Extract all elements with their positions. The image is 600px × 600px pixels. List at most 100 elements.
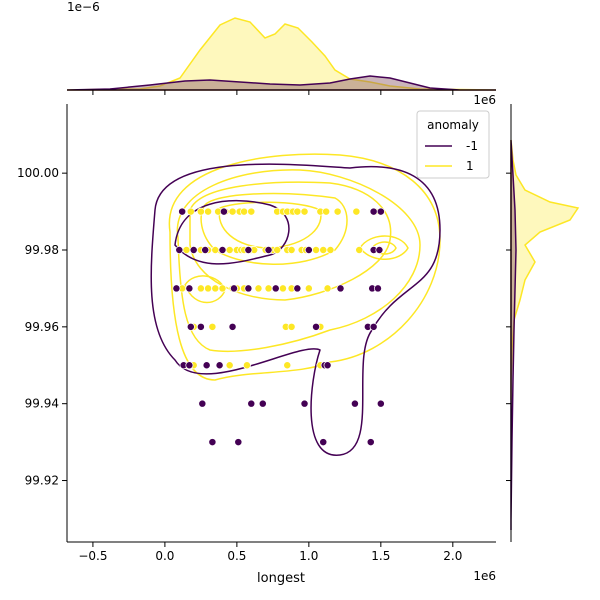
- scatter-point: [319, 438, 328, 447]
- scatter-point: [312, 246, 321, 254]
- scatter-point: [228, 322, 237, 331]
- scatter-point: [196, 284, 205, 293]
- scatter-point: [219, 207, 228, 216]
- scatter-point: [175, 246, 184, 254]
- scatter-point: [230, 284, 238, 293]
- scatter-point: [201, 246, 210, 254]
- scatter-point: [319, 246, 328, 254]
- x-axis-offset-label: 1e6: [473, 569, 496, 583]
- x-tick-label: 1.5: [371, 549, 390, 563]
- scatter-point: [326, 246, 335, 254]
- scatter-point: [172, 284, 181, 293]
- scatter-point: [244, 246, 253, 254]
- kde-contour-1-right-lobe: [359, 235, 409, 260]
- top-marginal-density-anomaly-1: [66, 17, 497, 91]
- right-marginal-plot: [510, 104, 580, 542]
- top-marginal-offset-label: 1e−6: [67, 0, 100, 14]
- legend-title: anomaly: [427, 118, 479, 132]
- scatter-point: [189, 246, 198, 254]
- x-tick-label: 1.0: [299, 549, 318, 563]
- scatter-point: [312, 322, 321, 331]
- scatter-point: [336, 284, 345, 293]
- scatter-point: [369, 322, 378, 331]
- scatter-point: [374, 284, 382, 293]
- scatter-point: [293, 284, 302, 293]
- kde-contours-anomaly-1: [168, 153, 441, 381]
- scatter-point: [240, 207, 249, 216]
- kde-contours-anomaly-neg1: [150, 163, 441, 456]
- x-tick-label: 2.0: [443, 549, 462, 563]
- x-tick-label: 0.0: [155, 549, 174, 563]
- scatter-point: [293, 207, 302, 216]
- scatter-point: [204, 284, 213, 293]
- y-tick-label: 99.94: [25, 397, 59, 411]
- kde-contour-1-level5: [218, 201, 322, 249]
- scatter-point: [350, 399, 359, 408]
- scatter-point: [228, 207, 237, 216]
- top-marginal-plot: 1e−6: [66, 0, 497, 91]
- scatter-point: [186, 207, 195, 216]
- scatter-point: [202, 361, 211, 370]
- scatter-point: [196, 322, 205, 331]
- scatter-point: [287, 246, 296, 254]
- scatter-point: [218, 246, 227, 254]
- scatter-point: [204, 207, 213, 216]
- y-tick-label: 99.92: [25, 474, 59, 488]
- scatter-point: [258, 399, 267, 408]
- scatter-point: [323, 284, 332, 293]
- scatter-point: [185, 284, 194, 293]
- x-tick-label: 0.5: [227, 549, 246, 563]
- scatter-point: [322, 207, 331, 216]
- kde-contour-1-outer: [168, 153, 441, 381]
- legend: anomaly -1 1: [416, 110, 490, 179]
- x-axis-label: longest: [257, 571, 305, 586]
- scatter-point: [264, 246, 273, 254]
- kde-contour-neg1-inner: [174, 199, 290, 265]
- kde-contour-1-level4: [200, 192, 348, 265]
- x-axis-ticks: −0.5 0.0 0.5 1.0 1.5 2.0: [78, 90, 462, 563]
- scatter-point: [247, 399, 256, 408]
- scatter-point: [273, 246, 282, 254]
- scatter-point: [300, 399, 309, 408]
- scatter-point: [198, 399, 207, 408]
- scatter-point: [186, 322, 195, 331]
- scatter-point: [178, 207, 187, 216]
- y-axis-ticks: 99.92 99.94 99.96 99.98 100.00: [17, 166, 511, 488]
- scatter-point: [304, 284, 313, 293]
- scatter-point: [376, 207, 385, 216]
- y-tick-label: 99.98: [25, 243, 59, 257]
- scatter-point: [369, 207, 378, 216]
- legend-frame: [416, 110, 490, 179]
- right-marginal-density-anomaly-1: [510, 139, 580, 400]
- scatter-point: [264, 284, 273, 293]
- x-tick-label: −0.5: [78, 549, 107, 563]
- scatter-point: [254, 284, 263, 293]
- scatter-point: [283, 361, 292, 370]
- scatter-point: [215, 361, 224, 370]
- top-marginal-density-anomaly-neg1: [66, 75, 496, 91]
- scatter-point: [185, 361, 194, 370]
- scatter-point: [352, 207, 361, 216]
- scatter-point: [211, 284, 220, 293]
- main-plot: −0.5 0.0 0.5 1.0 1.5 2.0 99.92 99.94 99.96 99.98…: [17, 90, 511, 586]
- scatter-point: [376, 399, 385, 408]
- scatter-point: [225, 361, 234, 370]
- scatter-point: [375, 246, 384, 254]
- scatter-point: [211, 246, 220, 254]
- kde-contour-neg1-outer: [150, 163, 441, 456]
- scatter-point: [196, 207, 205, 216]
- legend-label-1: 1: [466, 159, 474, 173]
- scatter-point: [244, 284, 253, 293]
- scatter-point: [333, 207, 342, 216]
- scatter-point: [218, 284, 227, 293]
- scatter-point: [278, 284, 287, 293]
- y-axis-offset-label: 1e6: [473, 93, 496, 107]
- scatter-point: [182, 246, 191, 254]
- scatter-point: [323, 361, 332, 370]
- scatter-point: [234, 438, 243, 447]
- legend-label-neg1: -1: [466, 139, 478, 153]
- y-tick-label: 100.00: [17, 166, 59, 180]
- scatter-point: [247, 207, 256, 216]
- y-tick-label: 99.96: [25, 320, 59, 334]
